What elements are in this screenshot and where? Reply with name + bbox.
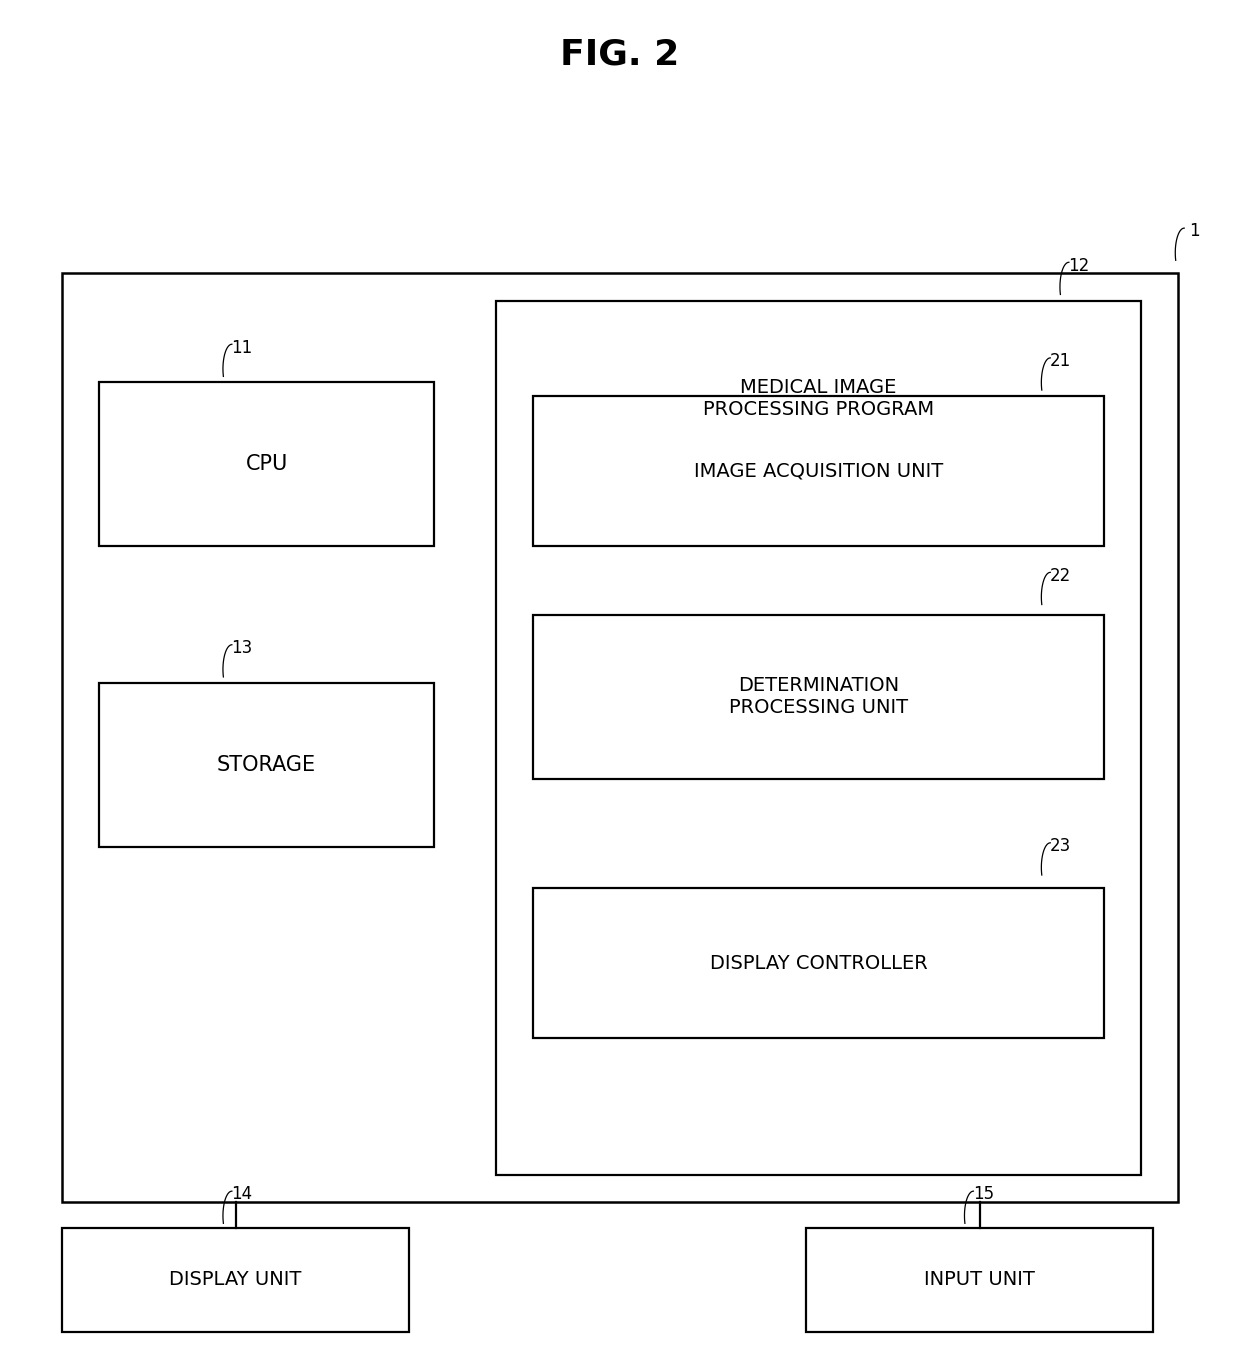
- Text: 15: 15: [972, 1186, 994, 1203]
- Text: 11: 11: [231, 339, 253, 357]
- Text: 13: 13: [231, 639, 253, 657]
- Text: 22: 22: [1049, 567, 1071, 585]
- Text: DISPLAY CONTROLLER: DISPLAY CONTROLLER: [709, 953, 928, 973]
- Bar: [533, 396, 1104, 546]
- Text: 1: 1: [1189, 223, 1199, 240]
- Text: INPUT UNIT: INPUT UNIT: [924, 1270, 1035, 1290]
- Text: 14: 14: [231, 1186, 253, 1203]
- Bar: [496, 301, 1141, 1175]
- Text: DETERMINATION
PROCESSING UNIT: DETERMINATION PROCESSING UNIT: [729, 676, 908, 717]
- Bar: [806, 1228, 1153, 1332]
- Bar: [533, 888, 1104, 1038]
- Text: STORAGE: STORAGE: [217, 755, 316, 775]
- Bar: [62, 273, 1178, 1202]
- Text: FIG. 2: FIG. 2: [560, 38, 680, 71]
- Bar: [99, 683, 434, 847]
- Text: CPU: CPU: [246, 455, 288, 474]
- Text: DISPLAY UNIT: DISPLAY UNIT: [170, 1270, 301, 1290]
- Text: IMAGE ACQUISITION UNIT: IMAGE ACQUISITION UNIT: [693, 462, 944, 481]
- Bar: [99, 382, 434, 546]
- Text: 12: 12: [1068, 257, 1090, 275]
- Text: MEDICAL IMAGE
PROCESSING PROGRAM: MEDICAL IMAGE PROCESSING PROGRAM: [703, 378, 934, 419]
- Bar: [533, 615, 1104, 779]
- Bar: [62, 1228, 409, 1332]
- Text: 23: 23: [1049, 837, 1071, 855]
- Text: 21: 21: [1049, 352, 1071, 370]
